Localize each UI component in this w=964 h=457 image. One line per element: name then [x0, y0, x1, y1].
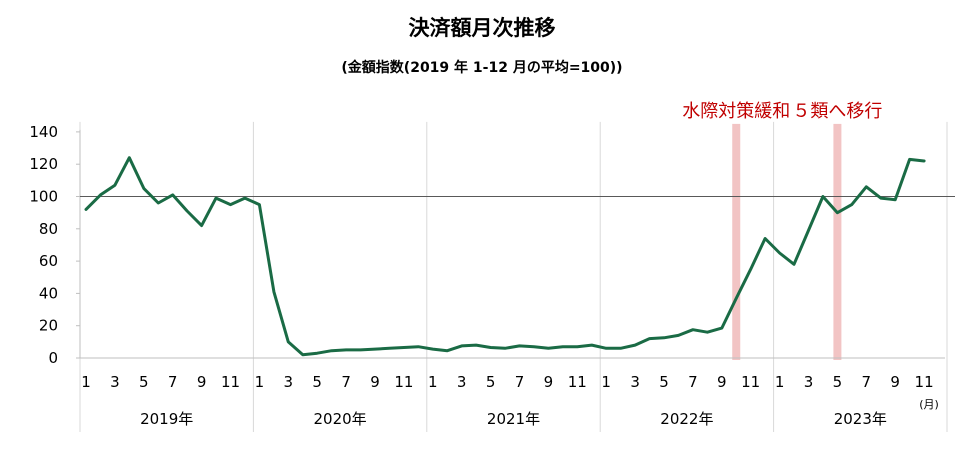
x-tick-label: 5 — [486, 373, 496, 391]
x-tick-label: 1 — [428, 373, 438, 391]
x-tick-label: 5 — [312, 373, 322, 391]
y-tick-label: 120 — [29, 155, 58, 173]
y-tick-label: 20 — [39, 317, 58, 335]
x-tick-label: 1 — [255, 373, 265, 391]
y-tick-label: 40 — [39, 284, 58, 302]
y-tick-label: 80 — [39, 220, 58, 238]
x-tick-label: 3 — [804, 373, 814, 391]
x-tick-label: 1 — [775, 373, 785, 391]
year-label: 2023年 — [834, 410, 887, 428]
year-label: 2019年 — [140, 410, 193, 428]
x-tick-label: 7 — [341, 373, 351, 391]
x-tick-label: 5 — [659, 373, 669, 391]
y-tick-label: 140 — [29, 123, 58, 141]
y-tick-label: 0 — [48, 349, 58, 367]
x-unit-label: (月) — [919, 398, 939, 411]
x-tick-label: 7 — [515, 373, 525, 391]
chart-subtitle: (金額指数(2019 年 1-12 月の平均=100)) — [341, 60, 623, 76]
chart-title: 決済額月次推移 — [408, 16, 556, 40]
year-label: 2021年 — [487, 410, 540, 428]
x-tick-label: 5 — [833, 373, 843, 391]
x-tick-label: 9 — [717, 373, 727, 391]
x-tick-label: 3 — [284, 373, 294, 391]
x-tick-label: 5 — [139, 373, 149, 391]
x-tick-label: 3 — [457, 373, 467, 391]
x-tick-label: 7 — [168, 373, 178, 391]
x-tick-label: 3 — [630, 373, 640, 391]
annotation-label: 水際対策緩和 — [682, 101, 790, 122]
x-tick-label: 9 — [544, 373, 554, 391]
x-tick-label: 9 — [890, 373, 900, 391]
annotation-band — [732, 123, 741, 361]
x-tick-label: 11 — [741, 373, 760, 391]
x-tick-label: 3 — [110, 373, 120, 391]
y-tick-label: 60 — [39, 252, 58, 270]
x-tick-label: 11 — [568, 373, 587, 391]
x-tick-label: 9 — [197, 373, 207, 391]
x-tick-label: 1 — [601, 373, 611, 391]
x-tick-label: 11 — [394, 373, 413, 391]
x-tick-label: 1 — [81, 373, 91, 391]
x-tick-label: 11 — [915, 373, 934, 391]
annotation-label: ５類へ移行 — [792, 101, 882, 122]
y-tick-label: 100 — [29, 188, 58, 206]
x-tick-label: 11 — [221, 373, 240, 391]
x-tick-label: 7 — [688, 373, 698, 391]
year-label: 2022年 — [660, 410, 713, 428]
annotation-band — [833, 123, 842, 361]
series-line — [84, 156, 926, 357]
x-tick-label: 7 — [862, 373, 872, 391]
x-tick-label: 9 — [370, 373, 380, 391]
year-label: 2020年 — [314, 410, 367, 428]
